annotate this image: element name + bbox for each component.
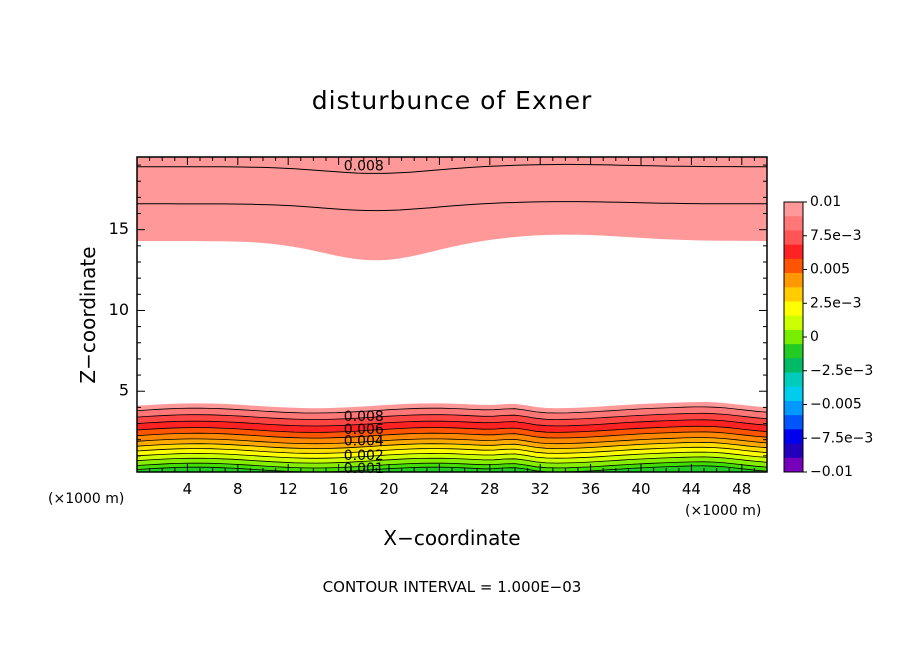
colorbar-swatch bbox=[784, 202, 803, 217]
contour-line bbox=[136, 441, 768, 450]
x-tick-label: 48 bbox=[732, 480, 751, 498]
colorbar-swatch bbox=[784, 358, 803, 374]
contour-line bbox=[136, 461, 768, 469]
chart-title: disturbunce of Exner bbox=[311, 86, 593, 115]
colorbar-swatch bbox=[784, 400, 803, 416]
x-tick-label: 44 bbox=[682, 480, 701, 498]
x-tick-label: 12 bbox=[279, 480, 298, 498]
contour-line bbox=[136, 437, 768, 445]
contour-label: 0.008 bbox=[344, 409, 384, 425]
upper-contour-band bbox=[137, 157, 767, 261]
x-unit-left: (×1000 m) bbox=[48, 491, 125, 507]
colorbar-label: 0.005 bbox=[810, 262, 850, 278]
colorbar-label: 0.01 bbox=[810, 194, 841, 210]
contour-line bbox=[136, 451, 768, 459]
colorbar-label: 2.5e−3 bbox=[810, 295, 862, 311]
colorbar-swatch bbox=[784, 287, 803, 302]
x-tick-label: 32 bbox=[531, 480, 550, 498]
x-tick-label: 4 bbox=[183, 480, 193, 498]
colorbar-label: −0.005 bbox=[810, 397, 862, 413]
colorbar-label: 7.5e−3 bbox=[810, 228, 862, 244]
colorbar-swatch bbox=[784, 315, 803, 331]
x-tick-label: 24 bbox=[430, 480, 449, 498]
colorbar-swatch bbox=[784, 386, 803, 402]
y-tick-label: 10 bbox=[109, 300, 129, 319]
colorbar-swatch bbox=[784, 258, 803, 274]
contour-line bbox=[136, 431, 768, 439]
contour-line bbox=[136, 446, 768, 454]
contour-line bbox=[136, 406, 768, 414]
contour-line bbox=[137, 201, 767, 212]
y-tick-label: 5 bbox=[119, 381, 129, 400]
colorbar-swatch bbox=[784, 273, 803, 288]
x-tick-label: 16 bbox=[329, 480, 348, 498]
colorbar-swatch bbox=[784, 415, 803, 430]
contour-label: 0.006 bbox=[344, 422, 384, 438]
x-tick-label: 40 bbox=[631, 480, 650, 498]
contour-line bbox=[136, 425, 768, 433]
contour-line bbox=[137, 163, 767, 174]
contour-label: 0.002 bbox=[344, 448, 384, 464]
colorbar-swatch bbox=[784, 372, 803, 388]
contour-line bbox=[136, 419, 768, 427]
x-tick-label: 36 bbox=[581, 480, 600, 498]
colorbar-swatch bbox=[784, 301, 803, 317]
colorbar-label: −0.01 bbox=[810, 464, 853, 480]
colorbar-swatch bbox=[784, 429, 803, 445]
contour-label: 0.004 bbox=[344, 433, 384, 449]
colorbar-swatch bbox=[784, 216, 803, 231]
colorbar-swatch bbox=[784, 443, 803, 459]
colorbar-swatch bbox=[784, 230, 803, 246]
colorbar-swatch bbox=[784, 329, 803, 345]
x-unit-right: (×1000 m) bbox=[685, 503, 762, 519]
contour-label: 0.008 bbox=[344, 159, 384, 175]
x-tick-label: 20 bbox=[379, 480, 398, 498]
contour-line bbox=[136, 412, 768, 420]
colorbar-swatch bbox=[784, 244, 803, 260]
colorbar-label: −7.5e−3 bbox=[810, 430, 873, 446]
colorbar-swatch bbox=[784, 457, 803, 473]
x-tick-label: 28 bbox=[480, 480, 499, 498]
contour-interval-footer: CONTOUR INTERVAL = 1.000E−03 bbox=[322, 578, 582, 596]
x-tick-label: 8 bbox=[233, 480, 243, 498]
colorbar-label: 0 bbox=[810, 329, 819, 345]
contour-line bbox=[136, 465, 768, 473]
x-axis-label: X−coordinate bbox=[383, 526, 521, 550]
y-tick-label: 15 bbox=[109, 219, 129, 238]
colorbar-label: −2.5e−3 bbox=[810, 363, 873, 379]
contour-line bbox=[136, 456, 768, 464]
colorbar-swatch bbox=[784, 344, 803, 359]
